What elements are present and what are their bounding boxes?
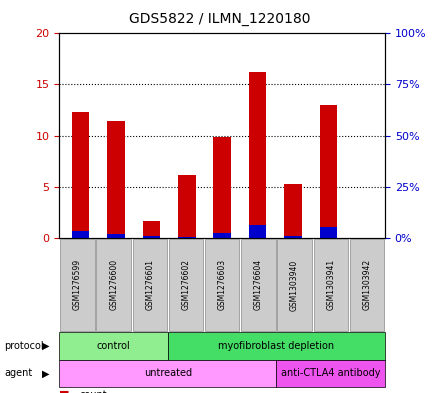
Text: ▶: ▶	[42, 341, 50, 351]
Text: GDS5822 / ILMN_1220180: GDS5822 / ILMN_1220180	[129, 12, 311, 26]
Text: ▶: ▶	[42, 368, 50, 378]
Text: myofibroblast depletion: myofibroblast depletion	[218, 341, 334, 351]
Text: GSM1276602: GSM1276602	[182, 259, 191, 310]
Bar	[143, 221, 160, 238]
Bar	[284, 236, 302, 238]
Text: count: count	[79, 390, 107, 393]
Text: GSM1276601: GSM1276601	[145, 259, 154, 310]
Text: GSM1303941: GSM1303941	[326, 259, 335, 310]
Text: GSM1276599: GSM1276599	[73, 259, 82, 310]
Bar	[319, 227, 337, 238]
Text: protocol: protocol	[4, 341, 44, 351]
Bar	[249, 72, 267, 238]
Text: agent: agent	[4, 368, 33, 378]
Bar	[178, 237, 196, 238]
Bar	[178, 175, 196, 238]
Text: GSM1303942: GSM1303942	[363, 259, 371, 310]
Text: ■: ■	[59, 390, 70, 393]
Bar	[143, 236, 160, 238]
Text: untreated: untreated	[144, 368, 192, 378]
Text: GSM1276603: GSM1276603	[218, 259, 227, 310]
Bar	[213, 233, 231, 238]
Bar	[72, 231, 89, 238]
Text: GSM1276604: GSM1276604	[254, 259, 263, 310]
Bar	[107, 234, 125, 238]
Text: control: control	[97, 341, 131, 351]
Text: GSM1303940: GSM1303940	[290, 259, 299, 310]
Text: GSM1276600: GSM1276600	[109, 259, 118, 310]
Bar	[249, 225, 267, 238]
Bar	[72, 112, 89, 238]
Bar	[284, 184, 302, 238]
Bar	[107, 121, 125, 238]
Text: anti-CTLA4 antibody: anti-CTLA4 antibody	[281, 368, 381, 378]
Bar	[213, 137, 231, 238]
Bar	[319, 105, 337, 238]
